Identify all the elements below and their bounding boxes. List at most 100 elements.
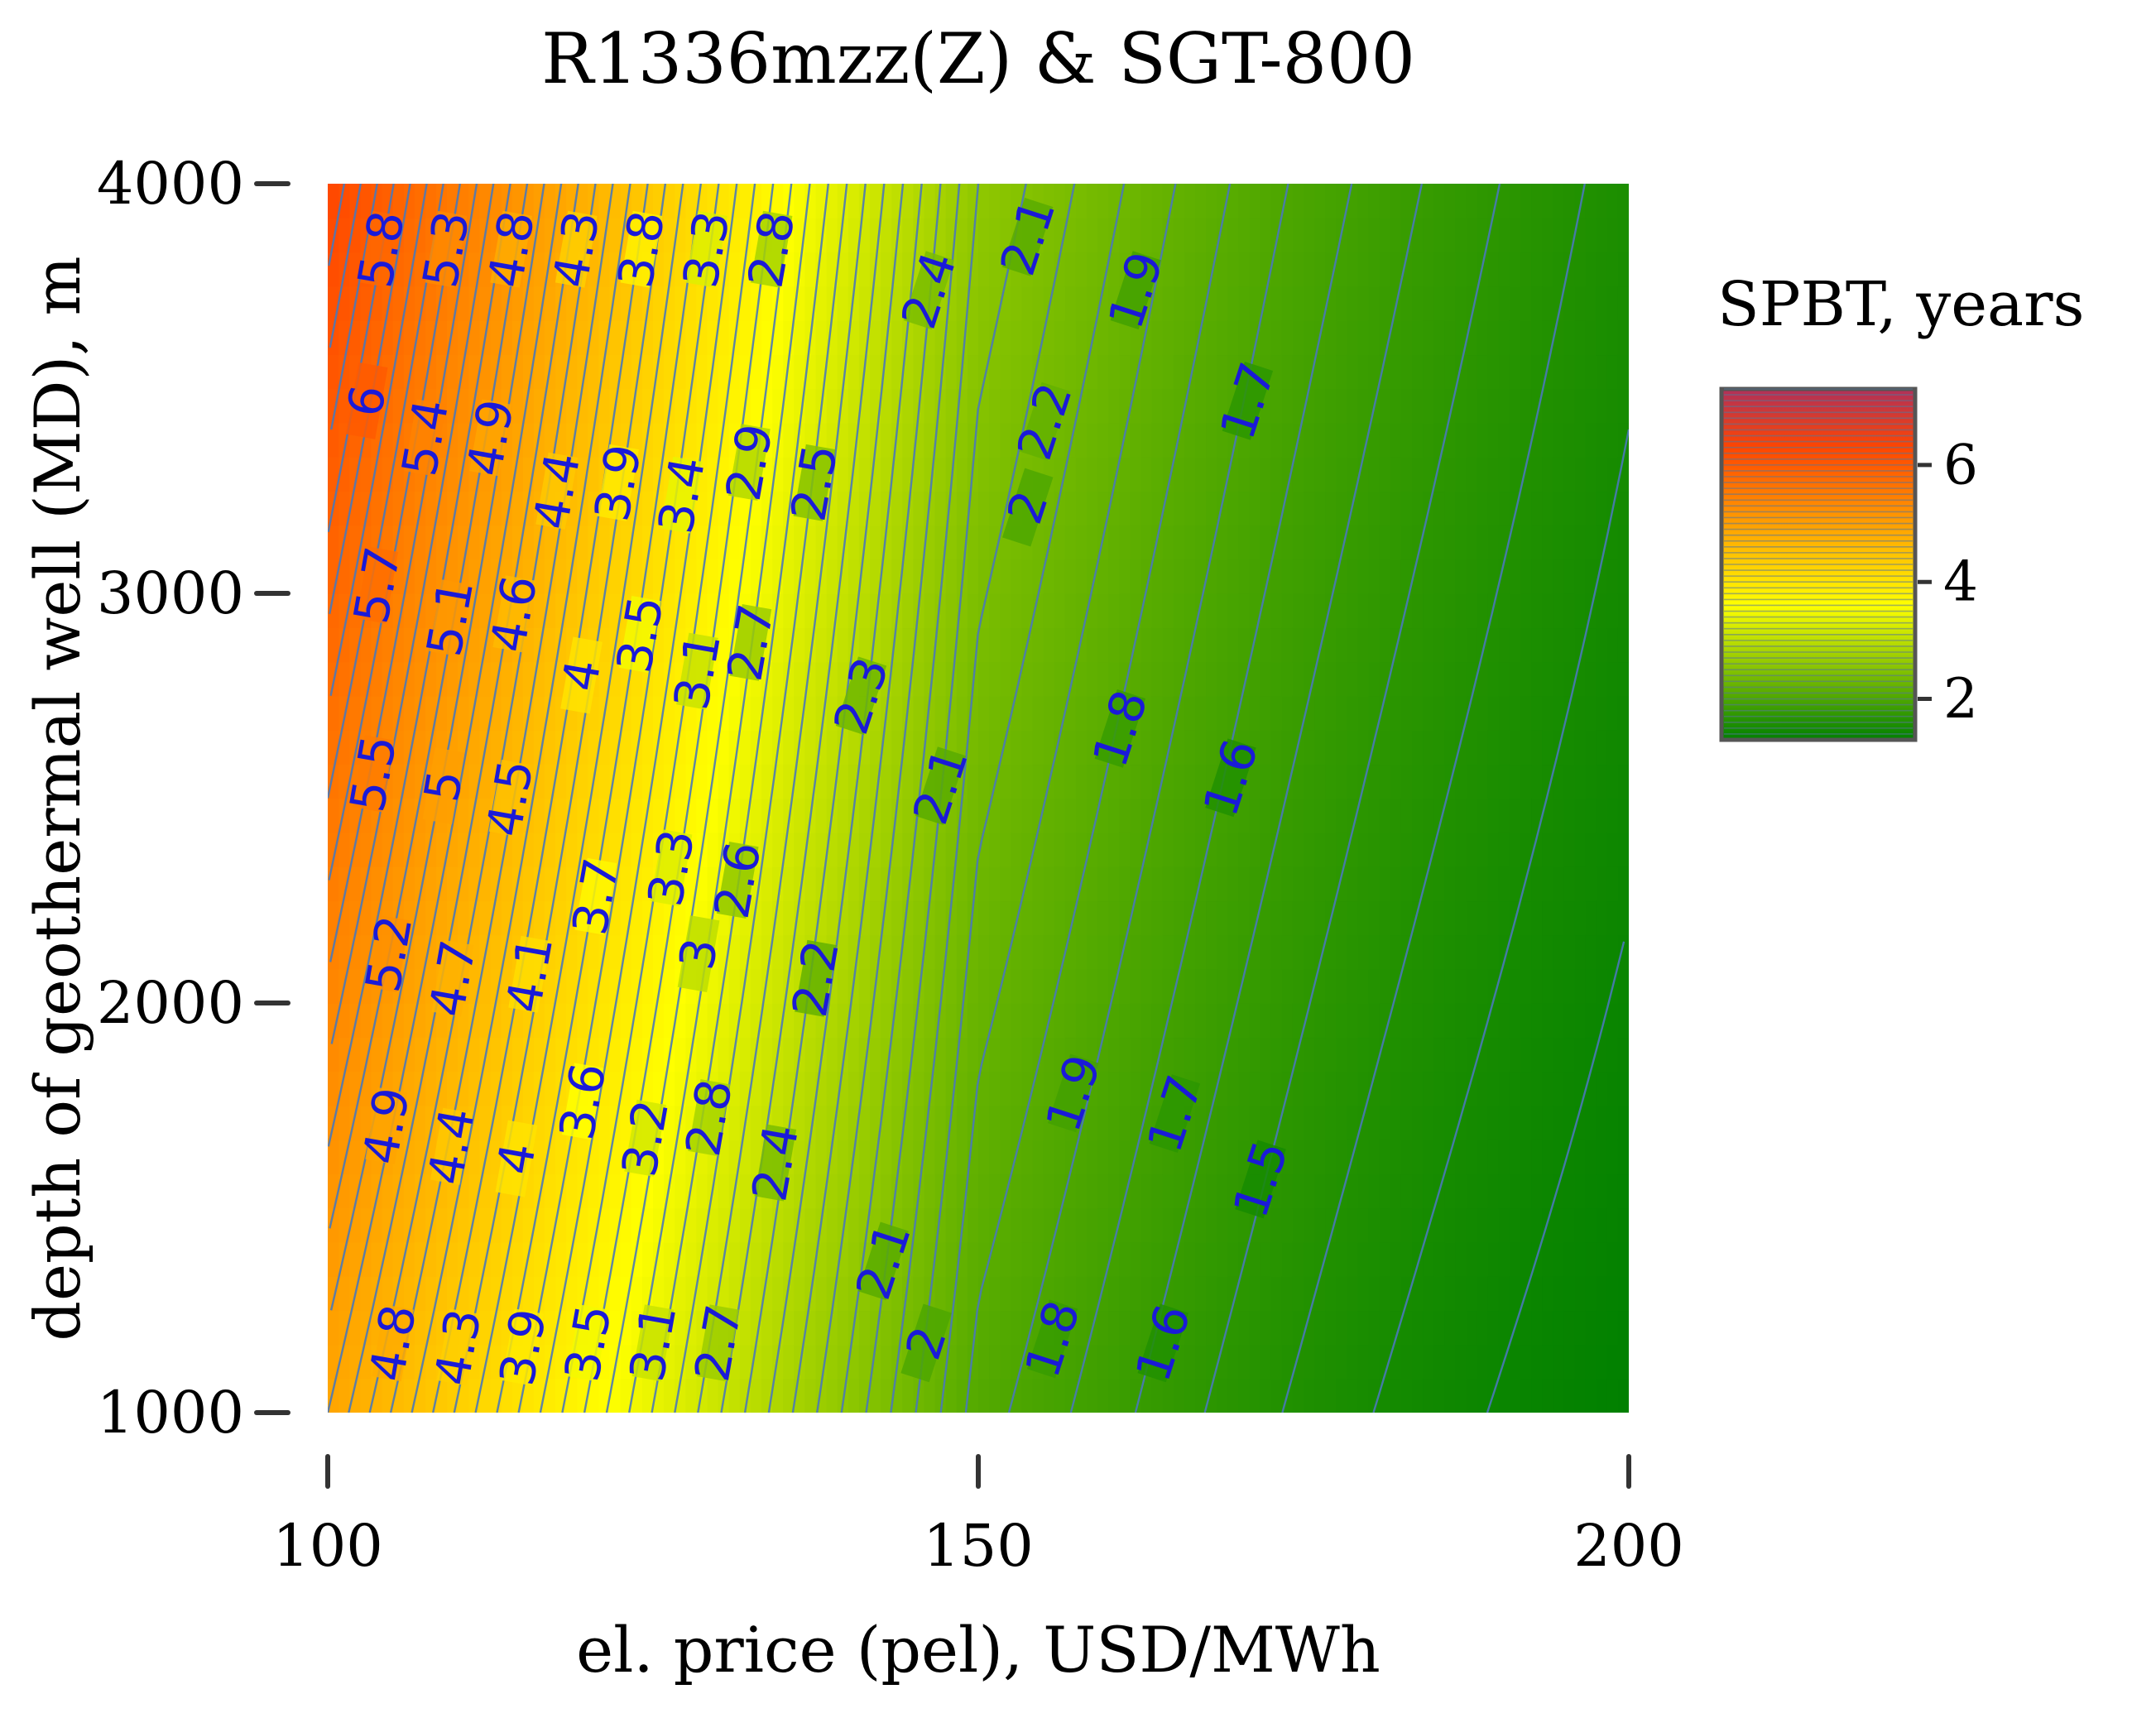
heat-cell xyxy=(761,900,773,936)
heat-cell xyxy=(1195,252,1207,287)
contour-label-bg xyxy=(508,935,551,1013)
heat-cell xyxy=(1097,354,1109,390)
heat-cell xyxy=(1325,525,1337,560)
heat-cell xyxy=(609,559,622,594)
contour-label-bg xyxy=(631,1304,675,1382)
heat-cell xyxy=(1400,661,1413,697)
heat-cell xyxy=(1281,968,1294,1004)
heat-cell xyxy=(1292,1310,1304,1346)
heat-cell xyxy=(1087,968,1098,1004)
heat-cell xyxy=(891,525,904,560)
heat-cell xyxy=(392,832,405,867)
heat-cell xyxy=(978,457,990,492)
contour-line xyxy=(628,184,811,1413)
heat-cell xyxy=(1390,1241,1402,1277)
heat-cell xyxy=(588,1276,600,1312)
heat-cell xyxy=(1423,1071,1434,1106)
heat-cell xyxy=(1292,1140,1304,1175)
heat-cell xyxy=(1206,866,1217,902)
heat-cell xyxy=(1477,866,1489,902)
heat-cell xyxy=(511,730,524,765)
heat-cell xyxy=(1325,388,1337,424)
heat-cell xyxy=(1617,695,1629,731)
heat-cell xyxy=(1520,661,1532,697)
heat-cell xyxy=(1498,1378,1510,1413)
heat-cell xyxy=(609,695,622,731)
colorbar: SPBT, years 246 xyxy=(1717,269,2084,742)
heat-cell xyxy=(1043,252,1055,287)
heat-cell xyxy=(881,627,892,663)
heat-cell xyxy=(902,968,915,1004)
heat-cell xyxy=(620,866,632,902)
heat-cell xyxy=(1064,559,1077,594)
heat-cell xyxy=(1357,593,1370,629)
heat-cell xyxy=(804,900,817,936)
heat-cell xyxy=(436,1207,448,1243)
heat-cell xyxy=(1249,1071,1261,1106)
heat-cell xyxy=(815,627,828,663)
y-tick-label: 1000 xyxy=(97,1379,244,1447)
heat-cell xyxy=(1531,730,1543,765)
heat-cell xyxy=(1292,1378,1304,1413)
heat-cell xyxy=(1206,559,1217,594)
heat-cell xyxy=(1553,184,1565,219)
heat-cell xyxy=(881,218,892,253)
heat-cell xyxy=(490,730,502,765)
heat-cell xyxy=(1368,1105,1381,1140)
heat-cell xyxy=(1054,320,1066,356)
heat-cell xyxy=(913,832,925,867)
heat-cell xyxy=(848,184,860,219)
heat-cell xyxy=(641,1207,654,1243)
heat-cell xyxy=(1347,730,1359,765)
heat-cell xyxy=(1238,1071,1251,1106)
heat-cell xyxy=(1075,968,1088,1004)
heat-cell xyxy=(328,593,339,629)
heat-cell xyxy=(1260,730,1272,765)
heat-cell xyxy=(1119,968,1131,1004)
heat-cell xyxy=(1444,798,1457,833)
heat-cell xyxy=(1357,1310,1370,1346)
heat-cell xyxy=(1444,900,1457,936)
heat-cell xyxy=(501,354,513,390)
heat-cell xyxy=(1173,1173,1185,1209)
heat-cell xyxy=(1270,695,1283,731)
heat-cell xyxy=(1217,354,1229,390)
heat-cell xyxy=(545,968,556,1004)
heat-cell xyxy=(1423,525,1434,560)
contour-label-bg xyxy=(857,1221,909,1301)
contour-line xyxy=(743,184,905,1413)
heat-cell xyxy=(403,1378,415,1413)
contour-line xyxy=(328,184,461,881)
heat-cell xyxy=(1606,1003,1619,1039)
heat-cell xyxy=(403,866,415,902)
heat-cell xyxy=(848,1378,860,1413)
heat-cell xyxy=(1368,1140,1381,1175)
heat-cell xyxy=(989,1003,1001,1039)
heat-cell xyxy=(1563,730,1576,765)
heat-cell xyxy=(641,730,654,765)
heat-cell xyxy=(934,695,947,731)
heat-cell xyxy=(1542,832,1554,867)
heat-cell xyxy=(664,1105,675,1140)
heat-cell xyxy=(1043,934,1055,970)
heat-cell xyxy=(902,798,915,833)
heat-cell xyxy=(1542,286,1554,321)
heat-cell xyxy=(978,286,990,321)
heat-cell xyxy=(1011,1378,1023,1413)
heat-cell xyxy=(1173,457,1185,492)
heat-cell xyxy=(1162,354,1174,390)
heat-cell xyxy=(620,1378,632,1413)
heat-cell xyxy=(1292,1344,1304,1380)
contour-label-bg xyxy=(492,575,535,653)
heat-cell xyxy=(1195,1310,1207,1346)
heat-cell xyxy=(1075,1003,1088,1039)
heat-cell xyxy=(1021,661,1034,697)
heat-cell xyxy=(1011,320,1023,356)
heat-cell xyxy=(1043,559,1055,594)
heat-cell xyxy=(566,730,579,765)
heat-cell xyxy=(934,1037,947,1073)
heat-cell xyxy=(490,1071,502,1106)
heat-cell xyxy=(794,184,806,219)
heat-cell xyxy=(1292,934,1304,970)
heat-cell xyxy=(1596,320,1608,356)
